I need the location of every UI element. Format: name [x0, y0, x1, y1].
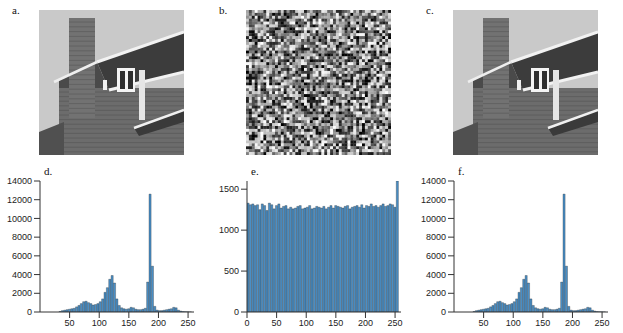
svg-text:200: 200 [565, 318, 580, 328]
svg-text:14000: 14000 [7, 176, 32, 186]
svg-text:0: 0 [234, 307, 239, 317]
svg-text:10000: 10000 [7, 214, 32, 224]
svg-text:100: 100 [299, 318, 314, 328]
svg-text:2000: 2000 [12, 288, 32, 298]
svg-text:6000: 6000 [12, 251, 32, 261]
svg-text:500: 500 [224, 266, 239, 276]
html-text:c.: c. [426, 4, 434, 16]
svg-text:8000: 8000 [12, 232, 32, 242]
svg-text:150: 150 [328, 318, 343, 328]
html-text:e.: e. [251, 165, 259, 177]
svg-text:0: 0 [244, 318, 249, 328]
svg-text:1000: 1000 [219, 225, 239, 235]
html-text:a.: a. [12, 4, 20, 16]
svg-text:250: 250 [595, 318, 610, 328]
svg-text:8000: 8000 [426, 232, 446, 242]
svg-text:12000: 12000 [7, 195, 32, 205]
svg-text:200: 200 [358, 318, 373, 328]
svg-text:150: 150 [535, 318, 550, 328]
svg-text:100: 100 [506, 318, 521, 328]
svg-text:0: 0 [441, 307, 446, 317]
svg-text:0: 0 [27, 307, 32, 317]
svg-text:100: 100 [92, 318, 107, 328]
svg-text:250: 250 [388, 318, 403, 328]
html-text:b.: b. [219, 4, 228, 16]
html-text:f.: f. [458, 165, 465, 177]
svg-text:4000: 4000 [426, 270, 446, 280]
svg-text:150: 150 [121, 318, 136, 328]
svg-text:250: 250 [181, 318, 196, 328]
svg-text:14000: 14000 [421, 176, 446, 186]
html-text:d.: d. [44, 165, 53, 177]
svg-text:12000: 12000 [421, 195, 446, 205]
svg-text:4000: 4000 [12, 270, 32, 280]
svg-text:200: 200 [151, 318, 166, 328]
svg-text:50: 50 [479, 318, 489, 328]
svg-text:50: 50 [272, 318, 282, 328]
svg-text:50: 50 [65, 318, 75, 328]
svg-text:10000: 10000 [421, 214, 446, 224]
svg-text:1500: 1500 [219, 184, 239, 194]
svg-text:2000: 2000 [426, 288, 446, 298]
svg-text:6000: 6000 [426, 251, 446, 261]
